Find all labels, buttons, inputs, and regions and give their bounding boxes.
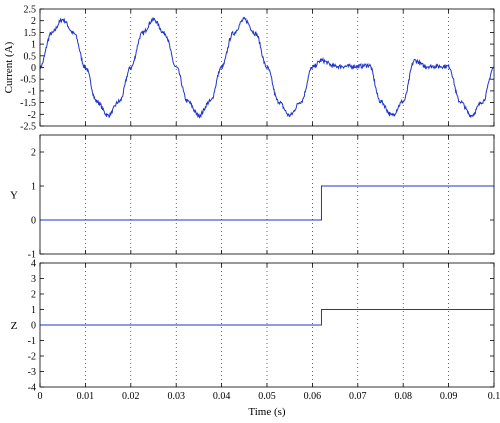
subplot-y: 2 1 0 -1 Y	[10, 134, 495, 261]
y-tick-label: 1	[31, 305, 36, 316]
x-tick-label: 0.09	[440, 391, 458, 402]
y-tick-label: -2	[28, 110, 36, 121]
x-tick-label: 0.01	[77, 391, 95, 402]
y-tick-label: 1	[31, 40, 36, 51]
y-tick-label: -1	[28, 336, 36, 347]
subplot-current: 2.521.510.50-0.5-1-1.5-2-2.5 Current (A)	[3, 5, 495, 133]
y-tick-label: 3	[31, 274, 36, 285]
y-tick-label: 2.5	[24, 5, 37, 16]
x-tick-label: 0.04	[213, 391, 231, 402]
y-tick-label: -3	[28, 367, 36, 378]
y-tick-label: -2	[28, 352, 36, 363]
y-tick-label: -1	[28, 86, 36, 97]
y-axis-title: Z	[11, 320, 18, 332]
y-tick-label: 0.5	[24, 51, 37, 62]
y-tick-label: 4	[31, 259, 36, 270]
y-tick-label: -1.5	[20, 98, 36, 109]
y-tick-label: 0	[31, 216, 36, 227]
subplot-z: 0 0.01 0.02 0.03 0.04 0.05 0.06 0.07 0.08 0.09 0.1…	[11, 259, 500, 419]
y-tick-label: -2.5	[20, 122, 36, 133]
x-tick-label: 0.03	[167, 391, 185, 402]
x-axis-title: Time (s)	[248, 406, 286, 418]
y-tick-label: 1	[31, 182, 36, 193]
x-tick-label: 0.02	[122, 391, 140, 402]
y-tick-label: 1.5	[24, 28, 37, 39]
x-tick-label: 0.1	[488, 391, 500, 402]
series-line	[39, 16, 495, 119]
x-tick-label: 0.07	[349, 391, 367, 402]
y-axis-title: Current (A)	[3, 41, 15, 93]
y-tick-label: -4	[28, 383, 36, 394]
series-line	[40, 309, 494, 326]
plot-frame	[39, 262, 495, 388]
y-tick-label: -1	[28, 250, 36, 261]
y-tick-label: 0	[31, 321, 36, 332]
series-line	[40, 185, 494, 221]
plot-frame	[39, 8, 495, 127]
y-axis-title: Y	[10, 190, 18, 202]
x-tick-label: 0.05	[258, 391, 276, 402]
y-tick-label: 2	[31, 16, 36, 27]
y-tick-label: 2	[31, 290, 36, 301]
y-tick-label: 0	[31, 63, 36, 74]
y-tick-label: -0.5	[20, 75, 36, 86]
plot-frame	[39, 134, 495, 255]
x-tick-label: 0.08	[394, 391, 412, 402]
x-tick-label: 0.06	[304, 391, 322, 402]
y-tick-label: 2	[31, 148, 36, 159]
x-tick-label: 0	[38, 391, 43, 402]
